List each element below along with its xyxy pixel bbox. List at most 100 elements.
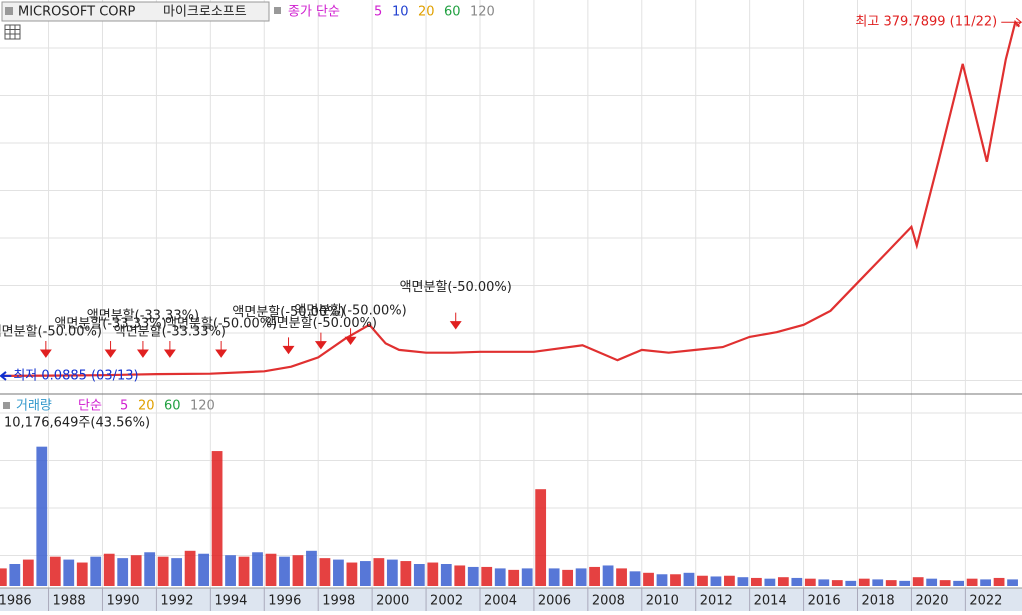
volume-bar: [198, 553, 209, 586]
split-arrow: [282, 337, 295, 355]
x-tick-label: 2004: [484, 594, 517, 609]
volume-bar: [858, 578, 870, 586]
split-label: 액면분할(-50.00%): [232, 305, 344, 320]
legend-icon: [3, 402, 10, 409]
volume-bar: [616, 568, 627, 586]
x-tick-label: 2016: [808, 594, 841, 609]
x-tick-label: 1990: [106, 594, 139, 609]
x-tick-label: 1998: [322, 594, 355, 609]
volume-bar: [804, 578, 816, 586]
volume-bar: [103, 553, 115, 586]
volume-bar: [966, 578, 978, 586]
volume-bar: [656, 574, 668, 586]
split-arrow: [314, 332, 327, 350]
volume-bar: [171, 558, 183, 586]
split-label: 액면분할(-50.00%): [165, 317, 277, 332]
high-marker: [1001, 17, 1022, 27]
legend-label: 거래량: [16, 399, 52, 414]
volume-bar: [602, 565, 614, 586]
volume-bar: [710, 576, 722, 586]
volume-bar: [130, 555, 142, 586]
x-tick-label: 2006: [538, 594, 571, 609]
volume-bar: [238, 556, 250, 586]
ma-period: 60: [164, 399, 181, 414]
split-label: 액면분할(-33.33%): [114, 325, 226, 340]
x-tick-label: 2012: [700, 594, 733, 609]
volume-bar: [589, 566, 600, 586]
volume-last: 10,176,649주(43.56%): [4, 416, 150, 431]
x-axis-strip: [0, 588, 1022, 611]
split-label: 액면분할(-50.00%): [0, 325, 102, 340]
volume-bar: [157, 556, 169, 586]
volume-bar: [9, 564, 21, 586]
volume-bar: [535, 489, 547, 586]
volume-bar: [306, 550, 317, 586]
title-icon: [5, 7, 13, 15]
volume-bar: [764, 578, 776, 586]
x-tick-label: 2014: [754, 594, 787, 609]
x-tick-label: 2010: [646, 594, 679, 609]
split-arrow: [215, 341, 228, 358]
volume-bar: [76, 562, 88, 586]
legend-label: 종가 단순: [288, 5, 340, 20]
volume-bar: [818, 579, 830, 586]
low-marker: [0, 371, 12, 381]
volume-bar: [90, 556, 102, 586]
volume-bar: [252, 552, 263, 586]
x-tick-label: 1992: [160, 594, 193, 609]
ma-period: 10: [392, 5, 409, 20]
ma-period: 5: [120, 399, 128, 414]
volume-bar: [683, 572, 695, 586]
volume-bar: [319, 558, 331, 586]
volume-bar: [279, 556, 290, 586]
volume-bar: [427, 562, 439, 586]
x-tick-label: 2008: [592, 594, 625, 609]
volume-bar: [1007, 579, 1018, 586]
volume-bar: [899, 580, 911, 586]
split-label: 액면분할(-33.33%): [54, 317, 166, 332]
volume-bar: [359, 561, 371, 586]
x-tick-label: 2002: [430, 594, 463, 609]
table-icon[interactable]: [4, 24, 21, 40]
split-label: 액면분할(-50.00%): [294, 304, 406, 319]
volume-bar: [791, 577, 803, 586]
volume-bar: [413, 564, 425, 586]
volume-bar: [400, 561, 412, 586]
split-arrow: [344, 328, 357, 346]
price-line: [1, 19, 1021, 377]
volume-bar: [980, 579, 991, 586]
volume-bar: [993, 577, 1005, 586]
volume-bar: [737, 577, 749, 586]
split-label: 액면분할(-50.00%): [400, 280, 512, 295]
ma-period: 20: [138, 399, 155, 414]
volume-bar: [36, 446, 48, 586]
table-icon-lines: [5, 25, 20, 39]
volume-bar: [346, 562, 358, 586]
title-box: [1, 1, 270, 22]
volume-bar: [953, 580, 965, 586]
volume-bar: [481, 566, 493, 586]
ma-period: 5: [374, 5, 382, 20]
chart-title: MICROSOFT CORP: [18, 5, 136, 20]
volume-bar: [845, 580, 857, 586]
volume-bar: [724, 575, 735, 586]
x-tick-label: 1994: [214, 594, 247, 609]
volume-bar: [373, 558, 385, 586]
volume-bar: [467, 566, 479, 586]
volume-bar: [265, 553, 277, 586]
split-arrow: [104, 341, 117, 358]
grid: [0, 0, 1022, 588]
x-tick-label: 2018: [862, 594, 895, 609]
legend-icon: [274, 7, 281, 14]
legend-label: 단순: [78, 399, 102, 414]
volume-bar: [440, 564, 452, 586]
high-label: 최고 379.7899 (11/22): [855, 15, 997, 30]
volume-bar: [926, 578, 938, 586]
volume-bar: [562, 569, 574, 586]
split-arrow: [39, 341, 52, 358]
split-label: 액면분할(-33.33%): [87, 309, 199, 324]
low-label: 최저 0.0885 (03/13): [13, 368, 138, 383]
volume-bar: [63, 559, 75, 586]
